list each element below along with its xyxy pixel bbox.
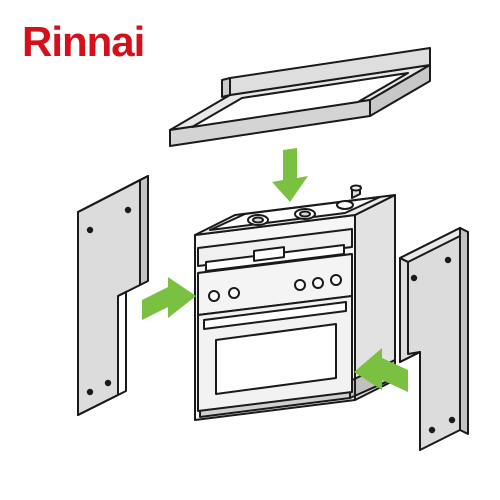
arrow-top-down: [272, 148, 308, 202]
cooktop-cover: [170, 48, 430, 146]
brand-logo: Rinnai: [22, 18, 144, 66]
left-side-panel: [78, 176, 148, 415]
stove-body: [195, 186, 395, 421]
assembly-diagram: [0, 0, 500, 500]
arrow-left-in: [142, 277, 196, 320]
right-side-panel: [400, 228, 468, 450]
